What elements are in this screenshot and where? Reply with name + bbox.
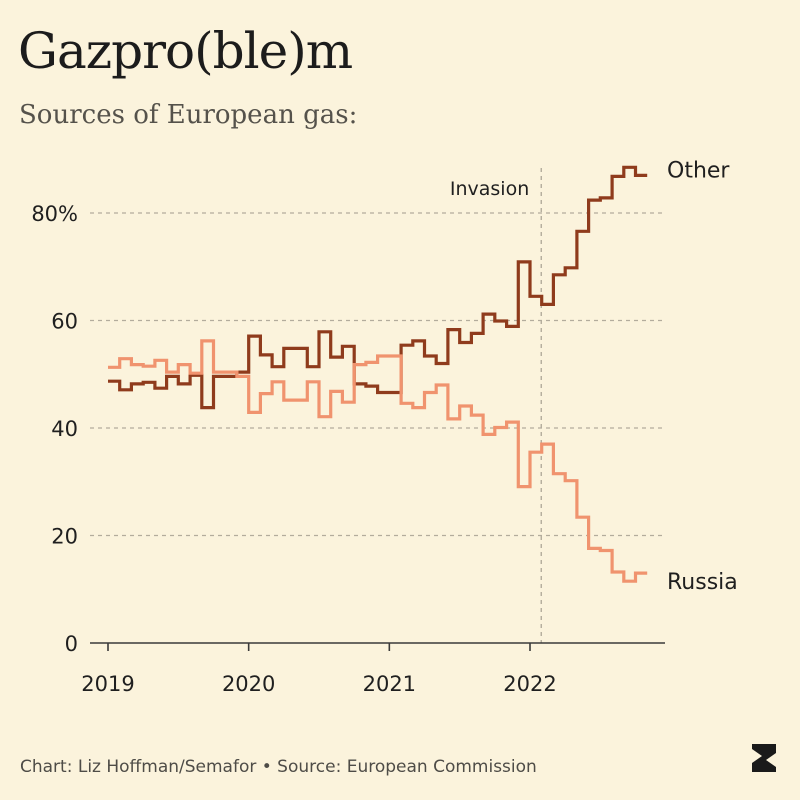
series-label-other: Other [667, 158, 730, 183]
series-line-other [108, 165, 648, 410]
x-tick-label: 2021 [363, 672, 416, 696]
x-tick-label: 2020 [222, 672, 275, 696]
chart-title: Gazpro(ble)m [18, 22, 353, 80]
y-tick-label: 60 [51, 310, 78, 334]
x-tick-label: 2022 [503, 672, 556, 696]
invasion-label: Invasion [450, 178, 529, 200]
series-lines [108, 165, 648, 583]
annotations: Invasion [450, 168, 542, 643]
x-tick-label: 2019 [81, 672, 134, 696]
chart-subtitle: Sources of European gas: [19, 100, 358, 130]
axes: 0 20 40 60 80% 2019 2020 2021 2022 [31, 202, 665, 696]
y-tick-label: 80% [31, 202, 78, 226]
gridlines [90, 212, 665, 537]
chart-credit: Chart: Liz Hoffman/Semafor • Source: Eur… [20, 757, 537, 777]
y-tick-label: 40 [51, 417, 78, 441]
y-tick-label: 20 [51, 525, 78, 549]
series-line-russia [108, 339, 648, 583]
y-tick-label: 0 [65, 632, 78, 656]
series-labels: Other Russia [667, 158, 738, 595]
series-label-russia: Russia [667, 570, 738, 595]
semafor-logo-icon [752, 744, 776, 772]
